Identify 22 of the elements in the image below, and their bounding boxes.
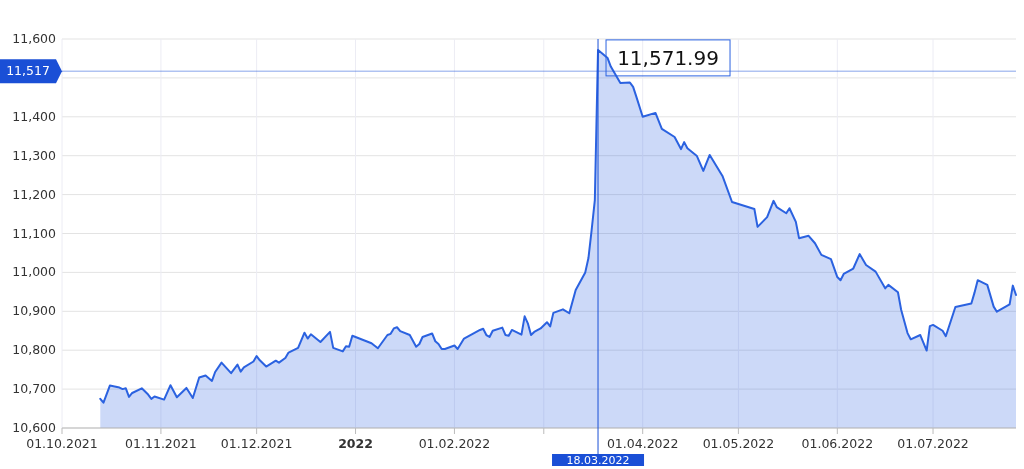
x-tick-label: 01.10.2021 bbox=[26, 436, 98, 451]
y-tick-label: 10,800 bbox=[12, 342, 57, 358]
y-tick-label: 11,100 bbox=[12, 225, 57, 241]
y-tick-label: 11,200 bbox=[12, 186, 57, 202]
y-tick-label: 11,600 bbox=[12, 31, 57, 46]
x-tick-label: 01.06.2022 bbox=[801, 436, 874, 451]
x-tick-label: 01.02.2022 bbox=[418, 436, 491, 451]
x-tick-label: 2022 bbox=[338, 436, 373, 451]
x-tick-label: 01.04.2022 bbox=[606, 436, 679, 451]
x-tick-label: 01.07.2022 bbox=[897, 436, 969, 451]
y-tick-label: 11,000 bbox=[12, 264, 57, 280]
y-tick-label: 11,300 bbox=[12, 147, 57, 163]
ref-line-label: 18.03.2022 bbox=[566, 454, 630, 467]
annotation: 11,571.99 bbox=[617, 45, 719, 70]
y-tick-label: 11,400 bbox=[12, 108, 57, 124]
x-tick-label: 01.12.2021 bbox=[220, 436, 293, 451]
x-tick-label: 01.11.2021 bbox=[125, 436, 197, 451]
y-tick-label: 10,600 bbox=[12, 420, 57, 435]
y-tick-label: 10,700 bbox=[12, 381, 57, 397]
y-tick-label: 10,900 bbox=[12, 303, 57, 319]
ref-line-label: 11,517 bbox=[6, 63, 50, 79]
x-tick-label: 01.05.2022 bbox=[702, 436, 775, 451]
